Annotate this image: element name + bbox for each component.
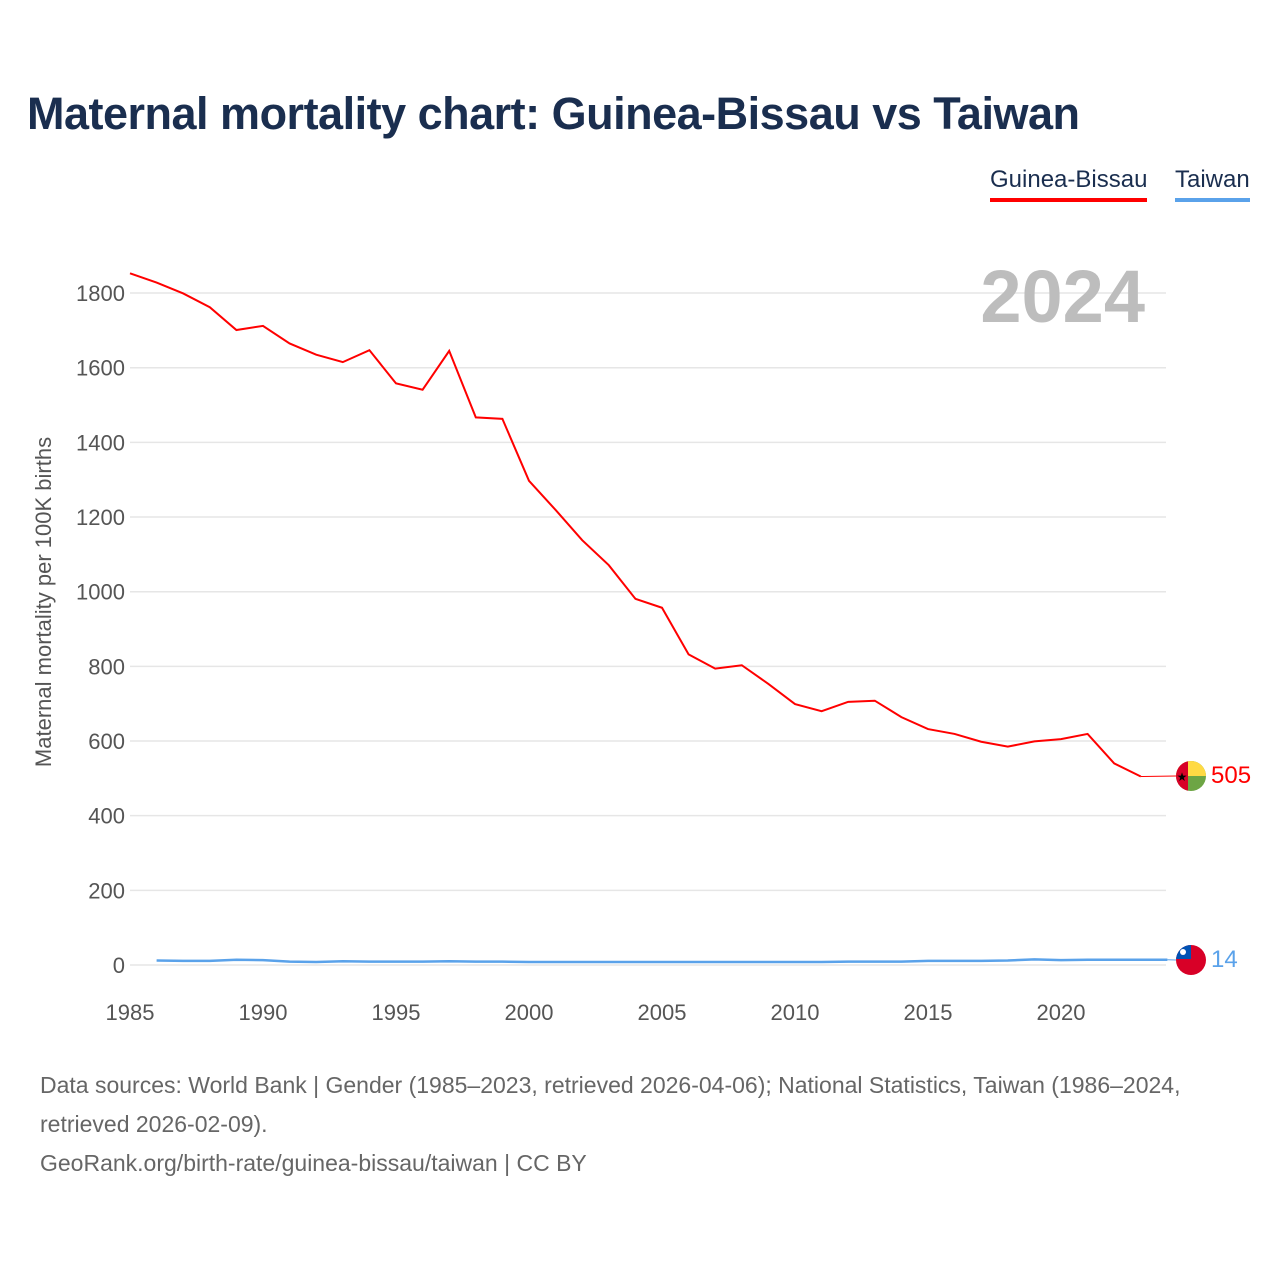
- y-axis-label: Maternal mortality per 100K births: [31, 437, 56, 767]
- source-link[interactable]: GeoRank.org/birth-rate/guinea-bissau/tai…: [40, 1150, 587, 1176]
- y-tick-label: 1000: [76, 580, 125, 605]
- footer: Data sources: World Bank | Gender (1985–…: [40, 1066, 1240, 1183]
- guinea-bissau-flag-icon: ★: [1176, 761, 1206, 791]
- x-tick-label: 1985: [106, 1000, 155, 1025]
- x-tick-label: 1990: [239, 1000, 288, 1025]
- y-tick-label: 0: [113, 953, 125, 978]
- y-tick-label: 800: [88, 654, 125, 679]
- y-tick-label: 1800: [76, 281, 125, 306]
- x-tick-label: 2000: [505, 1000, 554, 1025]
- year-label: 2024: [980, 255, 1145, 338]
- x-tick-label: 2015: [904, 1000, 953, 1025]
- taiwan-end-value: 14: [1211, 946, 1238, 973]
- legend-taiwan[interactable]: Taiwan: [1175, 166, 1250, 202]
- taiwan-line: [156, 958, 1168, 964]
- y-tick-label: 200: [88, 878, 125, 903]
- y-tick-label: 600: [88, 729, 125, 754]
- y-tick-label: 1400: [76, 430, 125, 455]
- legend-guinea-bissau[interactable]: Guinea-Bissau: [990, 166, 1148, 202]
- y-tick-label: 1200: [76, 505, 125, 530]
- data-sources: Data sources: World Bank | Gender (1985–…: [40, 1072, 1181, 1137]
- chart-title: Maternal mortality chart: Guinea-Bissau …: [27, 88, 1080, 139]
- y-tick-label: 400: [88, 804, 125, 829]
- x-tick-label: 2010: [771, 1000, 820, 1025]
- guinea-bissau-end-value: 505: [1211, 762, 1251, 789]
- taiwan-flag-icon: [1176, 945, 1206, 975]
- x-tick-label: 1995: [372, 1000, 421, 1025]
- x-tick-label: 2020: [1037, 1000, 1086, 1025]
- x-tick-label: 2005: [638, 1000, 687, 1025]
- svg-text:★: ★: [1177, 770, 1188, 784]
- guinea-bissau-line: [129, 272, 1142, 778]
- y-tick-label: 1600: [76, 356, 125, 381]
